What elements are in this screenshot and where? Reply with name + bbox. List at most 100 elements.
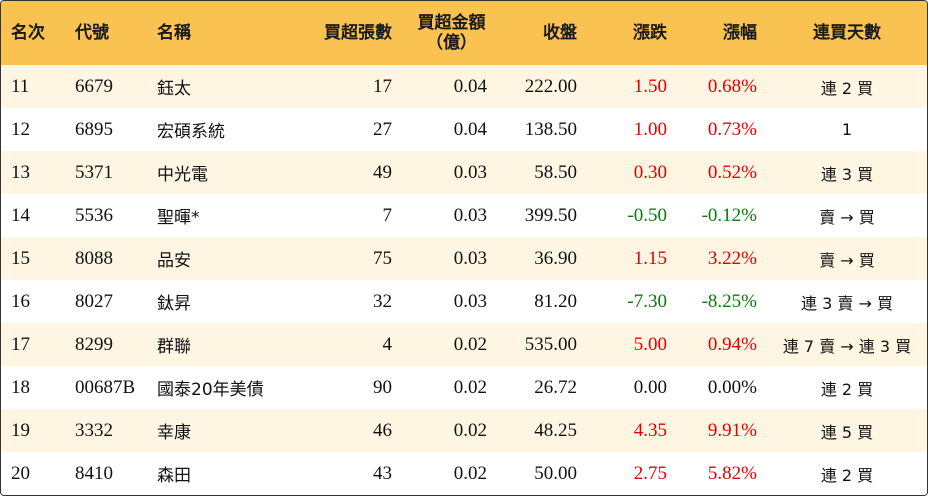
table-row: 12 6895 宏碩系統 27 0.04 138.50 1.00 0.73% 1 — [1, 108, 927, 151]
cell-change: 2.75 — [633, 462, 667, 484]
cell-name: 國泰20年美債 — [157, 380, 264, 400]
cell-name: 幸康 — [157, 423, 191, 443]
cell-name: 群聯 — [157, 337, 191, 357]
cell-code: 6895 — [75, 118, 113, 140]
cell-code: 5371 — [75, 161, 113, 183]
cell-volume: 46 — [373, 419, 392, 441]
table-row: 16 8027 鈦昇 32 0.03 81.20 -7.30 -8.25% 連 3 賣 → 買 — [1, 280, 927, 323]
cell-close: 50.00 — [534, 462, 577, 484]
header-amount: 買超金額 （億） — [402, 1, 497, 65]
cell-change: -7.30 — [627, 290, 667, 312]
cell-days: 連 3 賣 → 買 — [801, 293, 893, 313]
cell-change: 1.50 — [633, 75, 667, 97]
cell-days: 連 2 買 — [820, 379, 874, 399]
table-row: 19 3332 幸康 46 0.02 48.25 4.35 9.91% 連 5 買 — [1, 409, 927, 452]
cell-pct: 3.22% — [707, 247, 757, 269]
cell-close: 222.00 — [524, 75, 577, 97]
cell-name: 宏碩系統 — [157, 122, 225, 142]
cell-pct: 0.94% — [707, 333, 757, 355]
cell-amount: 0.03 — [453, 290, 487, 312]
cell-amount: 0.02 — [453, 419, 487, 441]
cell-name: 聖暉* — [157, 208, 200, 228]
cell-close: 81.20 — [534, 290, 577, 312]
cell-days: 連 3 買 — [820, 164, 874, 184]
cell-code: 8088 — [75, 247, 113, 269]
header-amount-line2: （億） — [426, 33, 477, 53]
cell-close: 26.72 — [534, 376, 577, 398]
cell-rank: 18 — [11, 376, 30, 398]
cell-days: 賣 → 買 — [819, 207, 875, 227]
cell-code: 3332 — [75, 419, 113, 441]
cell-change: 4.35 — [633, 419, 667, 441]
header-rank: 名次 — [11, 23, 45, 43]
cell-rank: 15 — [11, 247, 30, 269]
cell-code: 00687B — [75, 376, 136, 398]
cell-code: 5536 — [75, 204, 113, 226]
cell-change: 5.00 — [633, 333, 667, 355]
cell-rank: 14 — [11, 204, 30, 226]
cell-pct: 0.68% — [707, 75, 757, 97]
cell-days: 連 5 買 — [820, 422, 874, 442]
cell-volume: 49 — [373, 161, 392, 183]
cell-amount: 0.02 — [453, 376, 487, 398]
cell-change: -0.50 — [627, 204, 667, 226]
cell-days: 連 7 賣 → 連 3 買 — [782, 336, 912, 356]
cell-pct: -8.25% — [701, 290, 757, 312]
cell-rank: 16 — [11, 290, 30, 312]
cell-close: 48.25 — [534, 419, 577, 441]
cell-name: 鈦昇 — [157, 294, 191, 314]
cell-pct: 0.00% — [707, 376, 757, 398]
cell-volume: 90 — [373, 376, 392, 398]
table-row: 15 8088 品安 75 0.03 36.90 1.15 3.22% 賣 → 買 — [1, 237, 927, 280]
cell-rank: 20 — [11, 462, 30, 484]
table-row: 20 8410 森田 43 0.02 50.00 2.75 5.82% 連 2 買 — [1, 452, 927, 495]
cell-rank: 19 — [11, 419, 30, 441]
cell-change: 1.00 — [633, 118, 667, 140]
cell-amount: 0.03 — [453, 161, 487, 183]
cell-pct: 0.52% — [707, 161, 757, 183]
cell-name: 品安 — [157, 251, 191, 271]
header-volume: 買超張數 — [324, 23, 392, 43]
cell-amount: 0.03 — [453, 204, 487, 226]
header-row: 名次 代號 名稱 買超張數 買超金額 （億） 收盤 漲跌 漲幅 連買天數 — [1, 1, 927, 65]
cell-name: 森田 — [157, 466, 191, 486]
header-pct: 漲幅 — [723, 23, 757, 43]
header-amount-line1: 買超金額 — [417, 13, 486, 33]
cell-close: 58.50 — [534, 161, 577, 183]
header-close: 收盤 — [543, 23, 577, 43]
cell-name: 鈺太 — [157, 79, 191, 99]
cell-code: 8299 — [75, 333, 113, 355]
cell-volume: 17 — [373, 75, 392, 97]
cell-pct: 5.82% — [707, 462, 757, 484]
cell-close: 535.00 — [524, 333, 577, 355]
cell-days: 連 2 買 — [820, 78, 874, 98]
cell-pct: 9.91% — [707, 419, 757, 441]
cell-volume: 75 — [373, 247, 392, 269]
cell-change: 0.00 — [633, 376, 667, 398]
cell-close: 36.90 — [534, 247, 577, 269]
cell-volume: 7 — [382, 204, 393, 226]
cell-code: 8410 — [75, 462, 113, 484]
cell-days: 連 2 買 — [820, 465, 874, 485]
header-days: 連買天數 — [813, 23, 881, 43]
cell-volume: 4 — [382, 333, 393, 355]
cell-code: 6679 — [75, 75, 113, 97]
cell-close: 399.50 — [524, 204, 577, 226]
cell-change: 0.30 — [633, 161, 667, 183]
cell-amount: 0.04 — [453, 118, 487, 140]
cell-volume: 32 — [373, 290, 392, 312]
cell-amount: 0.02 — [453, 333, 487, 355]
table-row: 11 6679 鈺太 17 0.04 222.00 1.50 0.68% 連 2 買 — [1, 65, 927, 108]
table-row: 18 00687B 國泰20年美債 90 0.02 26.72 0.00 0.00% 連 2 買 — [1, 366, 927, 409]
cell-volume: 27 — [373, 118, 392, 140]
table-header: 名次 代號 名稱 買超張數 買超金額 （億） 收盤 漲跌 漲幅 連買天數 — [1, 1, 927, 65]
cell-code: 8027 — [75, 290, 113, 312]
cell-rank: 12 — [11, 118, 30, 140]
table-row: 13 5371 中光電 49 0.03 58.50 0.30 0.52% 連 3 買 — [1, 151, 927, 194]
cell-rank: 11 — [11, 75, 30, 97]
cell-days: 1 — [841, 120, 853, 139]
cell-rank: 17 — [11, 333, 30, 355]
cell-pct: 0.73% — [707, 118, 757, 140]
